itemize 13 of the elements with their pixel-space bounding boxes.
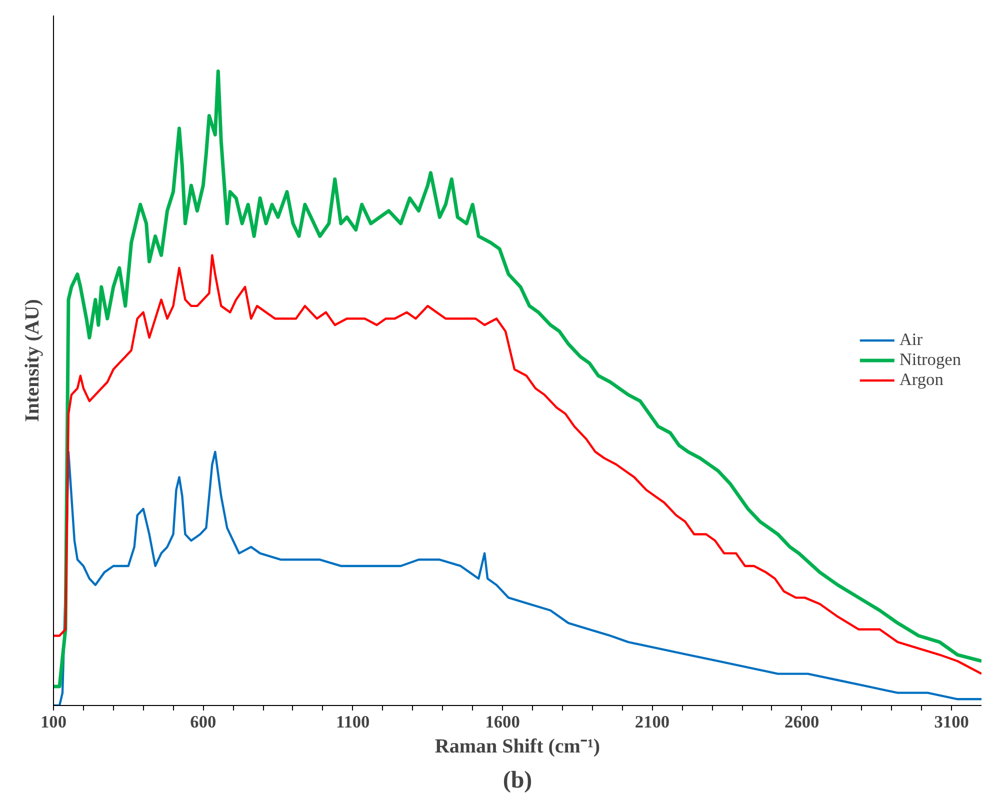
x-tick-label: 600 (190, 712, 216, 732)
x-tick-label: 100 (40, 712, 67, 732)
y-axis-title: Intensity (AU) (22, 299, 44, 422)
legend-label: Air (899, 330, 922, 350)
legend-label: Argon (899, 370, 944, 390)
x-tick-label: 1600 (485, 712, 520, 732)
x-tick-label: 3100 (934, 712, 969, 732)
legend-label: Nitrogen (899, 350, 961, 370)
x-tick-label: 1100 (336, 712, 370, 732)
text: (b) (502, 768, 532, 794)
x-tick-label: 2600 (784, 712, 820, 732)
x-axis-title: Raman Shift (cm⁻¹) (434, 736, 600, 758)
x-tick-label: 2100 (634, 712, 670, 732)
